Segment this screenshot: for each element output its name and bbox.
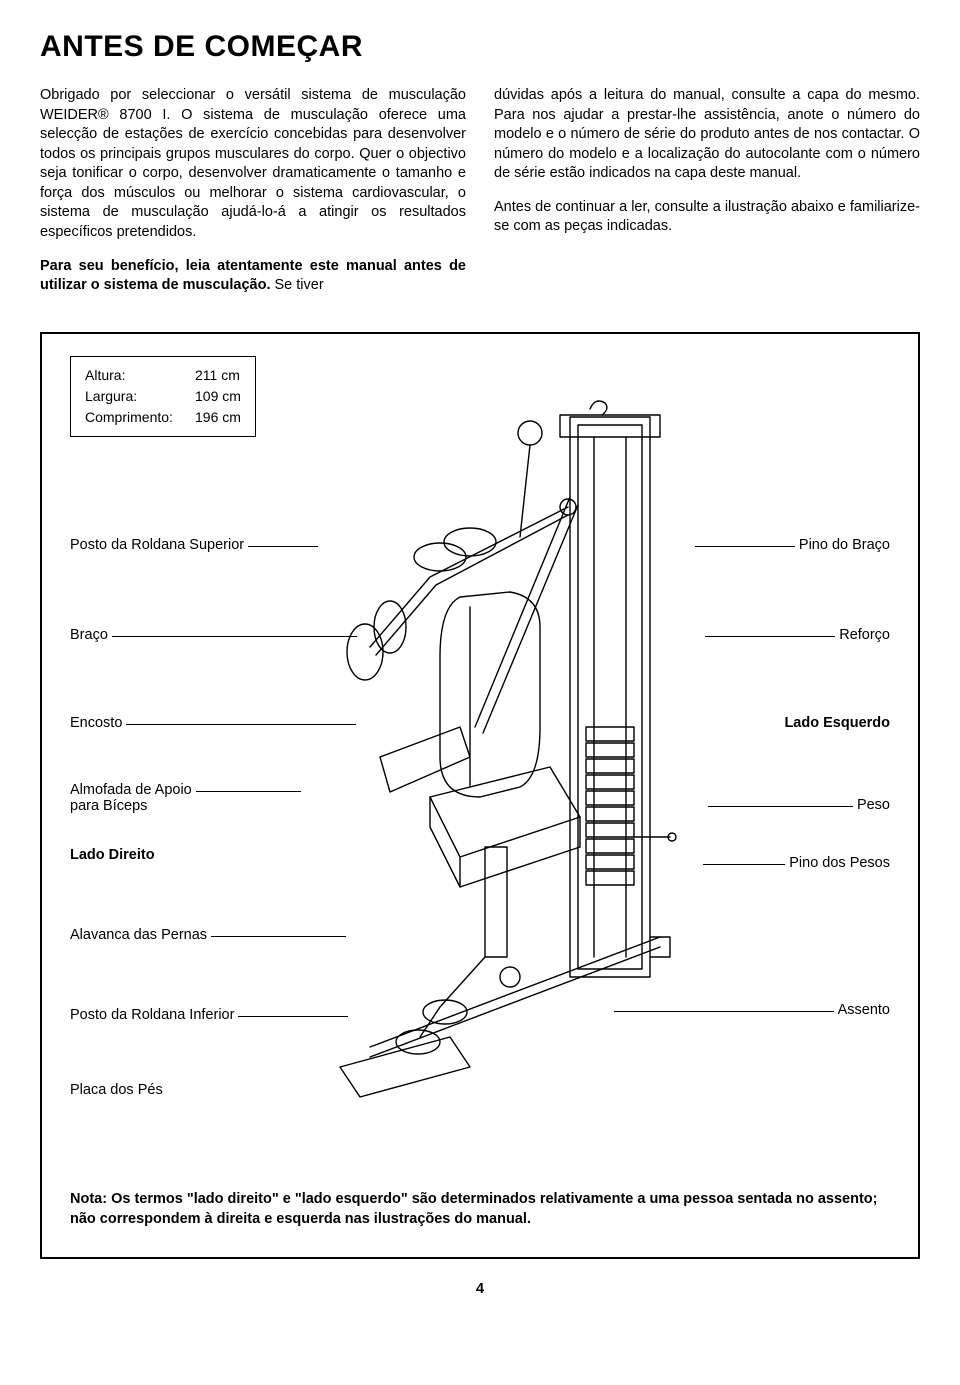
left-label-1-leader [112,636,357,637]
left-label-2-line-0: Encosto [70,715,122,731]
right-label-3-leader [708,806,853,807]
dim-altura-label: Altura: [85,365,195,386]
right-label-4: Pino dos Pesos [789,855,890,871]
right-label-5: Assento [838,1002,890,1018]
dim-largura-label: Largura: [85,386,195,407]
left-label-1: Braço [70,627,108,643]
right-label-4-line-0: Pino dos Pesos [789,855,890,871]
intro-p4: Antes de continuar a ler, consulte a ilu… [494,198,920,237]
left-label-6-leader [238,1016,348,1017]
intro-columns: Obrigado por seleccionar o versátil sist… [40,86,920,310]
dim-row-comprimento: Comprimento: 196 cm [85,407,241,428]
dim-comprimento-val: 196 cm [195,407,241,428]
col-right: dúvidas após a leitura do manual, consul… [494,86,920,310]
machine-illustration [310,397,690,1137]
left-label-6-line-0: Posto da Roldana Inferior [70,1007,234,1023]
intro-p2-bold: Para seu benefício, leia atentamente est… [40,258,466,294]
right-label-3-line-0: Peso [857,797,890,813]
left-label-3: Almofada de Apoiopara Bíceps [70,782,192,814]
left-label-7-line-0: Placa dos Pés [70,1082,163,1098]
dim-altura-val: 211 cm [195,365,240,386]
left-label-5: Alavanca das Pernas [70,927,207,943]
page-title: ANTES DE COMEÇAR [40,30,920,64]
dim-largura-val: 109 cm [195,386,241,407]
right-label-0: Pino do Braço [799,537,890,553]
left-label-3-line-1: para Bíceps [70,798,192,814]
right-label-2: Lado Esquerdo [784,715,890,731]
left-label-5-line-0: Alavanca das Pernas [70,927,207,943]
dim-comprimento-label: Comprimento: [85,407,195,428]
dimensions-box: Altura: 211 cm Largura: 109 cm Comprimen… [70,356,256,437]
right-label-5-leader [614,1011,834,1012]
left-label-3-leader [196,791,301,792]
intro-p2-tail: Se tiver [270,277,323,293]
right-label-0-leader [695,546,795,547]
col-left: Obrigado por seleccionar o versátil sist… [40,86,466,310]
dim-row-largura: Largura: 109 cm [85,386,241,407]
intro-p1: Obrigado por seleccionar o versátil sist… [40,86,466,243]
right-label-1: Reforço [839,627,890,643]
page-number: 4 [40,1281,920,1297]
intro-p3: dúvidas após a leitura do manual, consul… [494,86,920,184]
diagram-body: Posto da Roldana Superior Braço Encosto Alm… [70,457,890,1177]
left-label-4: Lado Direito [70,847,155,863]
right-label-1-line-0: Reforço [839,627,890,643]
dim-row-altura: Altura: 211 cm [85,365,241,386]
left-label-3-line-0: Almofada de Apoio [70,782,192,798]
left-label-2: Encosto [70,715,122,731]
left-label-1-line-0: Braço [70,627,108,643]
left-label-0-line-0: Posto da Roldana Superior [70,537,244,553]
right-label-4-leader [703,864,785,865]
left-label-7: Placa dos Pés [70,1082,163,1098]
left-label-0-leader [248,546,318,547]
right-label-3: Peso [857,797,890,813]
right-label-5-line-0: Assento [838,1002,890,1018]
footnote: Nota: Os termos "lado direito" e "lado e… [70,1189,890,1230]
left-label-2-leader [126,724,356,725]
right-label-0-line-0: Pino do Braço [799,537,890,553]
diagram-frame: Altura: 211 cm Largura: 109 cm Comprimen… [40,332,920,1260]
left-label-5-leader [211,936,346,937]
left-label-4-line-0: Lado Direito [70,847,155,863]
left-label-0: Posto da Roldana Superior [70,537,244,553]
left-label-6: Posto da Roldana Inferior [70,1007,234,1023]
right-label-1-leader [705,636,835,637]
right-label-2-line-0: Lado Esquerdo [784,715,890,731]
intro-p2: Para seu benefício, leia atentamente est… [40,257,466,296]
